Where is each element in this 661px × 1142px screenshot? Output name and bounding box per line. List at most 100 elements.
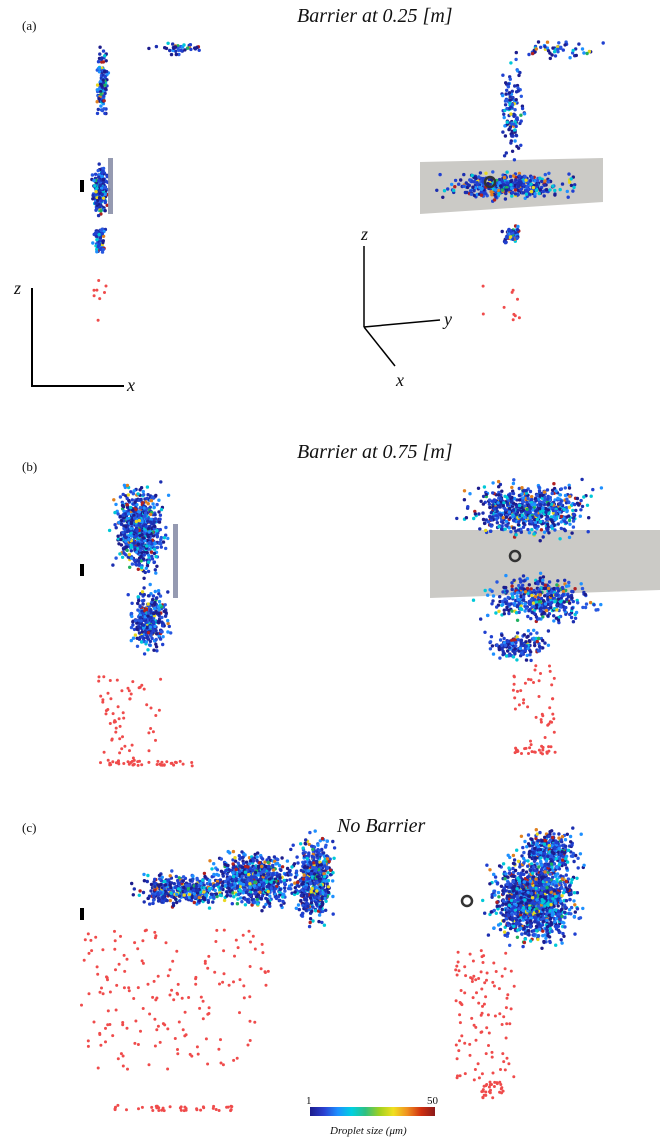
droplet-dot bbox=[497, 177, 502, 182]
droplet-dot bbox=[156, 759, 160, 763]
droplet-dot bbox=[101, 196, 106, 200]
droplet-dot bbox=[438, 172, 442, 177]
droplet-dot bbox=[281, 899, 285, 904]
source-mouth-marker bbox=[80, 180, 84, 192]
droplet-dot bbox=[280, 856, 284, 860]
droplet-dot bbox=[486, 593, 490, 597]
droplet-dot bbox=[166, 621, 170, 626]
droplet-dot bbox=[507, 602, 511, 607]
droplet-dot bbox=[129, 625, 134, 630]
droplet-dot bbox=[540, 581, 545, 586]
droplet-dot bbox=[501, 73, 505, 77]
droplet-dot bbox=[119, 543, 124, 547]
droplet-dot bbox=[560, 585, 565, 590]
droplet-dot bbox=[153, 877, 157, 881]
droplet-dot bbox=[258, 890, 262, 894]
droplet-dot bbox=[534, 499, 538, 503]
droplet-dot bbox=[555, 603, 559, 608]
droplet-dot bbox=[94, 234, 99, 238]
droplet-dot bbox=[518, 606, 522, 610]
droplet-dot bbox=[150, 554, 154, 558]
droplet-dot bbox=[125, 483, 130, 488]
droplet-dot bbox=[146, 560, 151, 564]
droplet-dot bbox=[235, 902, 240, 906]
droplet-dot bbox=[549, 593, 554, 598]
droplet-dot bbox=[505, 181, 510, 185]
droplet-dot bbox=[514, 124, 518, 129]
droplet-dot bbox=[486, 520, 491, 524]
droplet-dot bbox=[537, 485, 541, 490]
droplet-dot bbox=[92, 288, 96, 292]
droplet-dot bbox=[143, 511, 148, 515]
droplet-dot bbox=[154, 571, 158, 575]
droplet-dot bbox=[307, 924, 312, 929]
droplet-dot bbox=[510, 102, 515, 107]
droplet-dot bbox=[98, 189, 102, 193]
droplet-dot bbox=[522, 183, 526, 187]
droplet-dot bbox=[226, 849, 230, 854]
droplet-dot bbox=[511, 526, 516, 530]
droplet-dot bbox=[155, 502, 159, 507]
droplet-dot bbox=[99, 761, 102, 765]
droplet-dot bbox=[103, 83, 107, 87]
droplet-dot bbox=[285, 866, 290, 871]
droplet-dot bbox=[495, 509, 499, 513]
panel-b-iso-view bbox=[430, 477, 660, 756]
droplet-dot bbox=[546, 180, 551, 184]
droplet-dot bbox=[502, 154, 507, 158]
droplet-dot bbox=[547, 502, 551, 506]
droplet-dot bbox=[159, 545, 163, 549]
droplet-dot bbox=[521, 521, 526, 525]
droplet-dot bbox=[133, 547, 137, 552]
droplet-dot bbox=[533, 525, 537, 529]
droplet-dot bbox=[132, 516, 137, 520]
droplet-dot bbox=[167, 624, 171, 629]
droplet-dot bbox=[97, 179, 101, 183]
droplet-dot bbox=[287, 869, 292, 873]
droplet-dot bbox=[160, 621, 164, 625]
droplet-dot bbox=[544, 510, 548, 514]
droplet-dot bbox=[527, 752, 530, 755]
droplet-dot bbox=[97, 279, 101, 282]
droplet-dot bbox=[140, 635, 144, 639]
droplet-dot bbox=[510, 638, 514, 642]
droplet-dot bbox=[517, 316, 521, 320]
droplet-dot bbox=[541, 575, 546, 579]
droplet-dot bbox=[542, 599, 546, 603]
droplet-dot bbox=[100, 192, 104, 197]
droplet-dot bbox=[153, 624, 157, 629]
droplet-dot bbox=[484, 528, 488, 533]
droplet-dot bbox=[514, 178, 518, 182]
droplet-dot bbox=[559, 514, 564, 519]
droplet-dot bbox=[524, 746, 528, 750]
droplet-dot bbox=[131, 680, 135, 684]
droplet-dot bbox=[247, 872, 251, 877]
droplet-dot bbox=[101, 166, 106, 171]
droplet-cloud-side-a bbox=[90, 41, 201, 322]
droplet-dot bbox=[166, 493, 171, 497]
droplet-dot bbox=[541, 745, 545, 749]
droplet-dot bbox=[503, 124, 507, 128]
droplet-cloud-iso-b bbox=[455, 477, 604, 756]
droplet-dot bbox=[518, 70, 522, 75]
droplet-dot bbox=[282, 892, 286, 897]
droplet-dot bbox=[246, 900, 250, 904]
droplet-dot bbox=[138, 506, 143, 510]
droplet-dot bbox=[191, 874, 195, 878]
droplet-dot bbox=[146, 631, 151, 635]
droplet-dot bbox=[114, 526, 118, 530]
droplet-dot bbox=[147, 731, 151, 735]
droplet-dot bbox=[151, 894, 156, 898]
droplet-dot bbox=[289, 847, 293, 852]
droplet-dot bbox=[116, 512, 120, 516]
droplet-dot bbox=[566, 195, 570, 199]
droplet-dot bbox=[530, 502, 534, 507]
droplet-dot bbox=[509, 183, 513, 187]
droplet-dot bbox=[282, 881, 287, 885]
droplet-dot bbox=[246, 878, 250, 882]
droplet-dot bbox=[517, 498, 522, 502]
droplet-dot bbox=[158, 527, 162, 532]
droplet-dot bbox=[153, 600, 157, 605]
droplet-dot bbox=[134, 562, 138, 566]
droplet-dot bbox=[452, 188, 456, 193]
